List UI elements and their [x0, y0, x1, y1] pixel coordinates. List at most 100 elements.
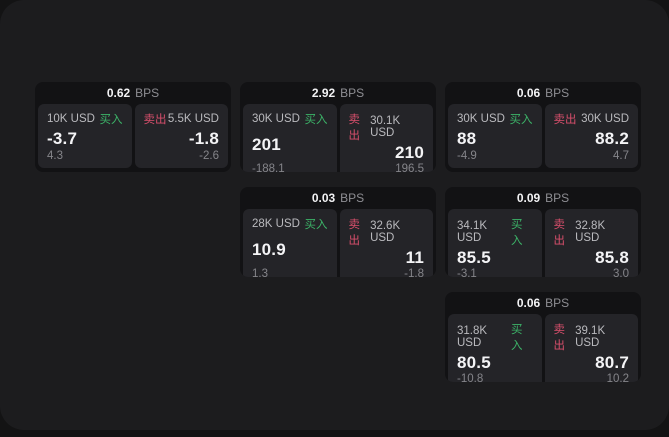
- buy-price: 10.9: [252, 240, 286, 259]
- sell-price: 88.2: [595, 128, 629, 148]
- sell-cell-header: 卖出 39.1K USD: [554, 321, 630, 353]
- quote-cells: 34.1K USD 买入 85.5 -3.1 卖出 32.8K USD 85.8…: [448, 209, 638, 277]
- buy-delta: -10.8: [457, 373, 484, 382]
- bps-value: 0.06: [516, 296, 541, 310]
- sell-cell-header: 卖出 30K USD: [554, 111, 630, 127]
- sell-side-label: 卖出: [348, 114, 361, 142]
- buy-price: 80.5: [457, 353, 491, 372]
- sell-price: 210: [395, 143, 424, 162]
- buy-side-label: 买入: [304, 219, 328, 231]
- buy-quote-cell[interactable]: 34.1K USD 买入 85.5 -3.1: [448, 209, 542, 277]
- sell-amount: 30.1K USD: [370, 115, 401, 139]
- buy-delta: 1.3: [252, 268, 268, 277]
- sell-price: 80.7: [595, 353, 629, 372]
- buy-cell-header: 30K USD 买入: [457, 111, 533, 127]
- sell-delta: -2.6: [199, 150, 219, 162]
- quote-card-grid: 0.62 BPS 10K USD 买入 -3.7 4.3 卖出 5.5K USD…: [35, 82, 641, 382]
- buy-cell-header: 31.8K USD 买入: [457, 321, 533, 353]
- buy-price: 201: [252, 135, 281, 154]
- sell-price: -1.8: [188, 128, 219, 148]
- bps-unit-label: BPS: [545, 296, 570, 310]
- sell-quote-cell[interactable]: 卖出 32.6K USD 11 -1.8: [339, 209, 433, 277]
- sell-cell-header: 卖出 30.1K USD: [349, 111, 425, 143]
- buy-quote-cell[interactable]: 31.8K USD 买入 80.5 -10.8: [448, 314, 542, 382]
- buy-price: 85.5: [457, 248, 491, 267]
- bps-value: 0.03: [311, 191, 336, 205]
- quote-card: 2.92 BPS 30K USD 买入 201 -188.1 卖出 30.1K …: [240, 82, 436, 172]
- buy-quote-cell[interactable]: 30K USD 买入 201 -188.1: [243, 104, 337, 172]
- buy-quote-cell[interactable]: 28K USD 买入 10.9 1.3: [243, 209, 337, 277]
- bps-header: 0.06 BPS: [445, 292, 641, 314]
- buy-delta: -4.9: [457, 150, 477, 162]
- sell-delta: 196.5: [395, 163, 424, 172]
- sell-cell-header: 卖出 32.6K USD: [349, 216, 425, 248]
- sell-quote-cell[interactable]: 卖出 39.1K USD 80.7 10.2: [544, 314, 638, 382]
- sell-side-label: 卖出: [348, 219, 361, 247]
- sell-delta: 4.7: [613, 150, 629, 162]
- buy-amount: 28K USD: [252, 218, 300, 230]
- sell-amount: 5.5K USD: [167, 113, 219, 125]
- buy-side-label: 买入: [99, 114, 123, 126]
- buy-cell-header: 10K USD 买入: [47, 111, 123, 127]
- quote-cells: 30K USD 买入 201 -188.1 卖出 30.1K USD 210 1…: [243, 104, 433, 172]
- bps-value: 0.09: [516, 191, 541, 205]
- sell-price: 11: [405, 248, 424, 267]
- sell-cell-header: 卖出 32.8K USD: [554, 216, 630, 248]
- buy-side-label: 买入: [304, 114, 328, 126]
- bps-unit-label: BPS: [340, 86, 365, 100]
- buy-delta: 4.3: [47, 150, 63, 162]
- quote-card: 0.06 BPS 30K USD 买入 88 -4.9 卖出 30K USD 8…: [445, 82, 641, 172]
- sell-cell-header: 卖出 5.5K USD: [144, 111, 220, 127]
- bps-unit-label: BPS: [545, 191, 570, 205]
- bps-unit-label: BPS: [545, 86, 570, 100]
- buy-side-label: 买入: [510, 324, 523, 352]
- buy-quote-cell[interactable]: 10K USD 买入 -3.7 4.3: [38, 104, 132, 168]
- bps-value: 0.06: [516, 86, 541, 100]
- buy-delta: -3.1: [457, 268, 477, 277]
- sell-price: 85.8: [595, 248, 629, 267]
- sell-quote-cell[interactable]: 卖出 30K USD 88.2 4.7: [544, 104, 638, 168]
- sell-amount: 32.6K USD: [370, 220, 401, 244]
- quote-cells: 30K USD 买入 88 -4.9 卖出 30K USD 88.2 4.7: [448, 104, 638, 168]
- quote-card: 0.06 BPS 31.8K USD 买入 80.5 -10.8 卖出 39.1…: [445, 292, 641, 382]
- buy-side-label: 买入: [509, 114, 533, 126]
- sell-delta: 10.2: [606, 373, 629, 382]
- buy-amount: 34.1K USD: [457, 220, 488, 244]
- sell-quote-cell[interactable]: 卖出 30.1K USD 210 196.5: [339, 104, 433, 172]
- buy-amount: 10K USD: [47, 113, 95, 125]
- quote-card: 0.09 BPS 34.1K USD 买入 85.5 -3.1 卖出 32.8K…: [445, 187, 641, 277]
- bps-value: 0.62: [106, 86, 131, 100]
- sell-side-label: 卖出: [553, 324, 566, 352]
- bps-value: 2.92: [311, 86, 336, 100]
- buy-cell-header: 28K USD 买入: [252, 216, 328, 232]
- buy-side-label: 买入: [510, 219, 523, 247]
- bps-unit-label: BPS: [340, 191, 365, 205]
- bps-header: 0.03 BPS: [240, 187, 436, 209]
- sell-amount: 39.1K USD: [575, 325, 606, 349]
- bps-header: 0.06 BPS: [445, 82, 641, 104]
- sell-quote-cell[interactable]: 卖出 32.8K USD 85.8 3.0: [544, 209, 638, 277]
- sell-side-label: 卖出: [553, 114, 577, 126]
- quote-cells: 28K USD 买入 10.9 1.3 卖出 32.6K USD 11 -1.8: [243, 209, 433, 277]
- sell-delta: -1.8: [404, 268, 424, 277]
- sell-quote-cell[interactable]: 卖出 5.5K USD -1.8 -2.6: [134, 104, 228, 168]
- sell-side-label: 卖出: [143, 114, 167, 126]
- buy-price: 88: [457, 128, 477, 148]
- buy-amount: 31.8K USD: [457, 325, 488, 349]
- buy-cell-header: 34.1K USD 买入: [457, 216, 533, 248]
- sell-delta: 3.0: [613, 268, 629, 277]
- buy-delta: -188.1: [252, 163, 285, 172]
- bps-header: 0.09 BPS: [445, 187, 641, 209]
- quote-card: 0.62 BPS 10K USD 买入 -3.7 4.3 卖出 5.5K USD…: [35, 82, 231, 172]
- buy-price: -3.7: [47, 128, 78, 148]
- sell-amount: 32.8K USD: [575, 220, 606, 244]
- buy-quote-cell[interactable]: 30K USD 买入 88 -4.9: [448, 104, 542, 168]
- quote-cells: 31.8K USD 买入 80.5 -10.8 卖出 39.1K USD 80.…: [448, 314, 638, 382]
- buy-amount: 30K USD: [252, 113, 300, 125]
- buy-cell-header: 30K USD 买入: [252, 111, 328, 127]
- sell-side-label: 卖出: [553, 219, 566, 247]
- quote-card: 0.03 BPS 28K USD 买入 10.9 1.3 卖出 32.6K US…: [240, 187, 436, 277]
- bps-header: 2.92 BPS: [240, 82, 436, 104]
- bps-unit-label: BPS: [135, 86, 160, 100]
